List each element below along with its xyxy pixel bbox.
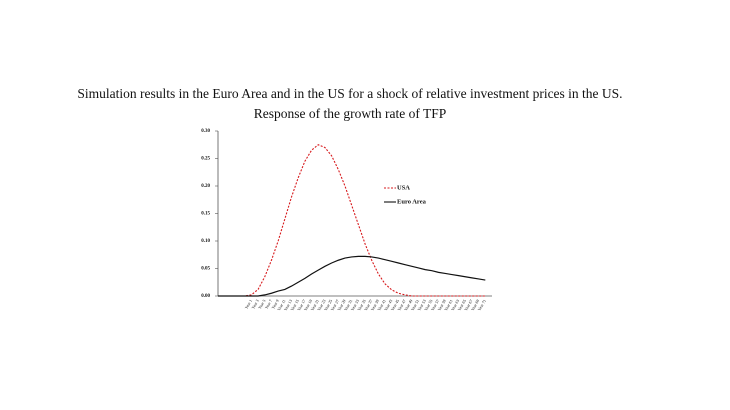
x-tick-label: Year 25 xyxy=(323,298,334,311)
x-tick-label: Year 29 xyxy=(336,298,347,311)
x-tick-label: Year 1 xyxy=(244,298,254,309)
x-tick-label: Year 39 xyxy=(370,298,381,311)
x-tick-label: Year 3 xyxy=(250,298,260,309)
x-tick-label: Year 27 xyxy=(329,298,340,311)
x-tick-label: Year 63 xyxy=(450,298,461,311)
x-tick-label: Year 51 xyxy=(410,298,421,311)
legend-label: USA xyxy=(397,184,410,191)
x-tick-label: Year 55 xyxy=(423,298,434,311)
y-tick-label: 0.05 xyxy=(201,267,210,272)
x-tick-label: Year 65 xyxy=(456,298,467,311)
x-tick-label: Year 53 xyxy=(416,298,427,311)
y-tick-label: 0.00 xyxy=(201,294,210,299)
x-tick-label: Year 31 xyxy=(343,298,354,311)
x-tick-label: Year 43 xyxy=(383,298,394,311)
legend xyxy=(378,181,442,210)
y-tick-label: 0.10 xyxy=(201,239,210,244)
y-tick-label: 0.15 xyxy=(201,212,210,217)
x-tick-label: Year 47 xyxy=(396,298,407,311)
x-tick-label: Year 69 xyxy=(470,298,481,311)
x-tick-label: Year 5 xyxy=(257,298,267,309)
x-tick-label: Year 11 xyxy=(276,298,286,311)
x-tick-label: Year 9 xyxy=(270,298,280,309)
y-tick-label: 0.20 xyxy=(201,184,210,189)
x-tick-label: Year 7 xyxy=(264,298,274,309)
x-tick-label: Year 33 xyxy=(349,298,360,311)
x-tick-label: Year 19 xyxy=(303,298,314,311)
x-tick-label: Year 37 xyxy=(363,298,374,311)
x-tick-label: Year 61 xyxy=(443,298,454,311)
x-tick-label: Year 17 xyxy=(296,298,307,311)
x-tick-label: Year 23 xyxy=(316,298,327,311)
x-tick-label: Year 35 xyxy=(356,298,367,311)
y-tick-label: 0.30 xyxy=(201,129,210,134)
x-tick-label: Year 15 xyxy=(289,298,300,311)
x-tick-label: Year 67 xyxy=(463,298,474,311)
x-tick-label: Year 71 xyxy=(476,298,487,311)
x-tick-label: Year 59 xyxy=(436,298,447,311)
x-tick-label: Year 49 xyxy=(403,298,414,311)
x-tick-label: Year 57 xyxy=(430,298,441,311)
x-tick-label: Year 41 xyxy=(376,298,387,311)
series-line xyxy=(218,144,486,297)
y-tick-label: 0.25 xyxy=(201,157,210,162)
chart-title: Simulation results in the Euro Area and … xyxy=(77,86,622,101)
x-tick-label: Year 45 xyxy=(390,298,401,311)
legend-label: Euro Area xyxy=(397,198,427,205)
x-tick-label: Year 21 xyxy=(309,298,320,311)
chart-subtitle: Response of the growth rate of TFP xyxy=(254,106,446,121)
series-line xyxy=(218,255,486,297)
x-tick-label: Year 13 xyxy=(283,298,294,311)
